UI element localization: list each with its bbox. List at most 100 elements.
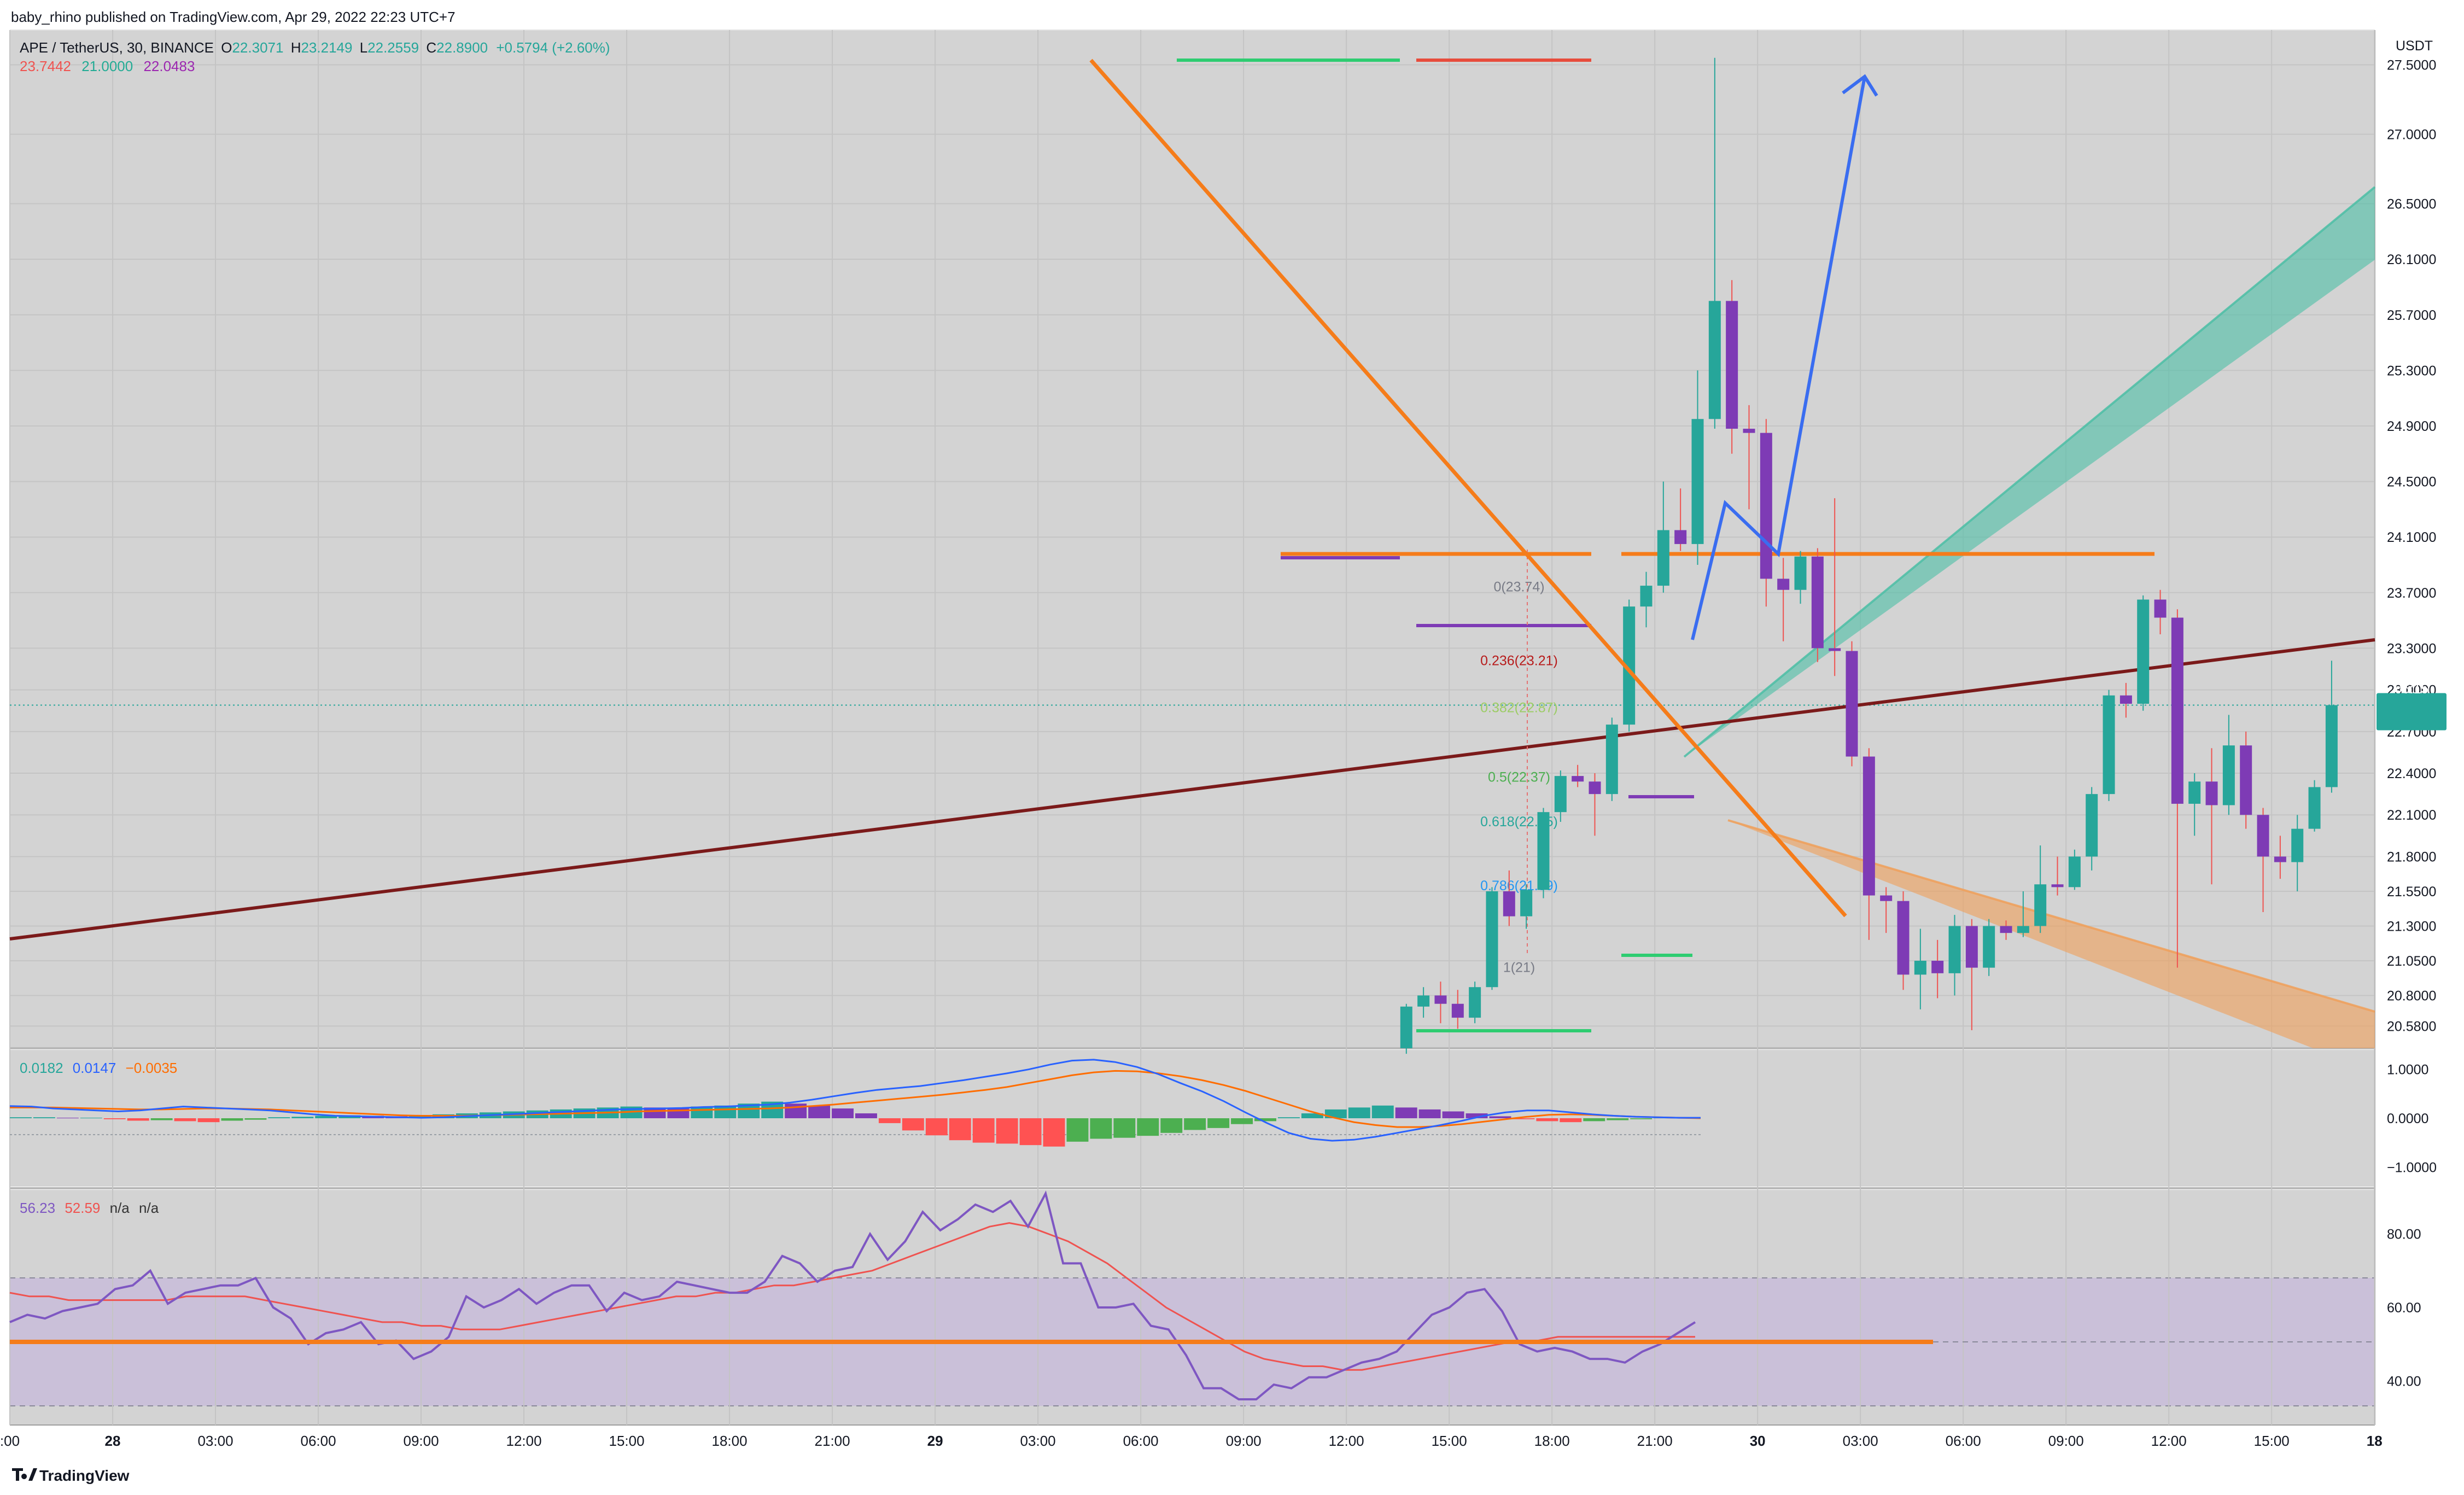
candle-body (2325, 705, 2338, 787)
macd-histogram-bar (949, 1118, 971, 1141)
time-tick-label: 28 (105, 1433, 121, 1449)
macd-histogram-bar (1043, 1118, 1065, 1147)
candle-body (2154, 599, 2167, 618)
candle-body (1829, 648, 1841, 651)
candle-body (1520, 890, 1533, 916)
rsi-legend: 56.23 52.59 n/a n/a (20, 1200, 159, 1216)
candle (1811, 548, 1824, 662)
candle-body (2068, 856, 2081, 887)
candle-body (1691, 419, 1704, 544)
macd-histogram-bar (1395, 1107, 1417, 1118)
bar-countdown: 06:15 (2395, 681, 2429, 697)
candle-body (1640, 586, 1653, 607)
time-tick-label: 06:00 (1946, 1433, 1981, 1449)
macd-histogram-bar (1207, 1118, 1230, 1128)
fib-level-label: 1(21) (1503, 960, 1535, 976)
candle (1708, 57, 1721, 429)
candle-body (2119, 695, 2132, 704)
macd-histogram-bar (1348, 1107, 1370, 1118)
price-tick-label: 23.3000 (2387, 641, 2436, 656)
fib-level-label: 0.5(22.37) (1488, 770, 1550, 785)
candle (1880, 887, 1893, 933)
time-tick-label: 12:00 (2151, 1433, 2187, 1449)
candle (2034, 845, 2047, 933)
bearish-projection-band[interactable] (1728, 820, 2375, 1048)
price-tick-label: 25.7000 (2387, 308, 2436, 323)
macd-histogram-bar (1254, 1118, 1276, 1122)
macd-histogram-bar (221, 1118, 243, 1121)
candle-body (1983, 926, 1995, 968)
support-trendline[interactable] (9, 638, 2375, 941)
candle (1572, 764, 1584, 787)
candle-body (1777, 579, 1790, 590)
candle (2103, 690, 2115, 801)
candle (2119, 682, 2132, 718)
publish-info: baby_rhino published on TradingView.com,… (11, 9, 456, 25)
time-axis[interactable]: :00 28 03:00 06:00 09:00 12:00 15:00 18:00 21:00… (0, 1433, 2383, 1449)
price-projection-path[interactable] (1691, 76, 1866, 640)
price-axis[interactable]: 27.5000 27.0000 26.5000 26.1000 25.7000 25.30… (2387, 58, 2436, 1035)
time-tick-label: 30 (1750, 1433, 1766, 1449)
macd-histogram-bar (1607, 1118, 1629, 1120)
tradingview-logo[interactable]: TradingView (12, 1467, 130, 1484)
rsi-tick-label: 40.00 (2387, 1374, 2421, 1389)
macd-histogram-bar (1301, 1113, 1323, 1118)
candle (1948, 915, 1961, 996)
candle (1691, 370, 1704, 565)
macd-histogram-bar (996, 1118, 1018, 1144)
macd-histogram-bar (33, 1117, 55, 1118)
macd-histogram-bar (691, 1106, 713, 1118)
macd-histogram-bar (1137, 1118, 1159, 1136)
candle (1400, 1003, 1412, 1054)
candle (2068, 849, 2081, 890)
time-tick-label: 03:00 (1843, 1433, 1878, 1449)
candle-body (2017, 926, 2029, 933)
candle-body (1451, 1003, 1464, 1018)
time-tick-label: 18:00 (712, 1433, 748, 1449)
candle-body (2257, 815, 2269, 857)
candle-body (1708, 301, 1721, 419)
macd-histogram-bar (1560, 1118, 1582, 1123)
current-price-badge: 22.8900 06:15 (2377, 665, 2447, 731)
candle (1605, 717, 1618, 801)
price-tick-label: 22.1000 (2387, 808, 2436, 823)
macd-histogram-bar (1583, 1118, 1605, 1122)
price-tick-label: 21.0500 (2387, 954, 2436, 969)
candle (1914, 928, 1926, 1009)
macd-histogram-bar (1019, 1118, 1042, 1146)
close-value: 22.8900 (436, 39, 488, 56)
candle (1537, 808, 1550, 898)
candle (2017, 891, 2029, 937)
indicator-value: 23.7442 (20, 58, 71, 74)
candle-body (1794, 556, 1807, 590)
candle-body (1400, 1006, 1412, 1048)
candle (2325, 661, 2338, 793)
macd-axis[interactable]: 1.0000 0.0000 −1.0000 (2387, 1062, 2437, 1176)
candle (1469, 982, 1481, 1024)
candle (1862, 748, 1875, 940)
candle (2051, 856, 2064, 896)
macd-histogram-bar (150, 1118, 173, 1120)
macd-histogram-bar (244, 1118, 267, 1120)
candle (1503, 870, 1515, 926)
candle-body (2171, 617, 2183, 804)
candle-body (2222, 745, 2235, 805)
candle (1777, 558, 1790, 641)
time-tick-label: 03:00 (197, 1433, 233, 1449)
descending-trendline[interactable] (1089, 59, 1847, 918)
candle (1760, 419, 1772, 607)
candle (1674, 488, 1687, 551)
time-tick-label: 21:00 (1637, 1433, 1673, 1449)
macd-histogram-bar (10, 1117, 32, 1118)
current-price: 22.8900 (2387, 665, 2436, 681)
time-tick-label: 18 (2367, 1433, 2383, 1449)
candle (2308, 780, 2321, 832)
price-tick-label: 21.3000 (2387, 919, 2436, 934)
symbol-legend: APE / TetherUS, 30, BINANCE O22.3071 H23… (20, 39, 610, 74)
candle (1434, 982, 1447, 1024)
macd-histogram-bar (1465, 1113, 1488, 1118)
macd-tick-label: −1.0000 (2387, 1160, 2437, 1175)
time-tick-label: 06:00 (300, 1433, 336, 1449)
macd-histogram-bar (808, 1105, 831, 1118)
rsi-axis[interactable]: 80.00 60.00 40.00 (2387, 1227, 2421, 1389)
